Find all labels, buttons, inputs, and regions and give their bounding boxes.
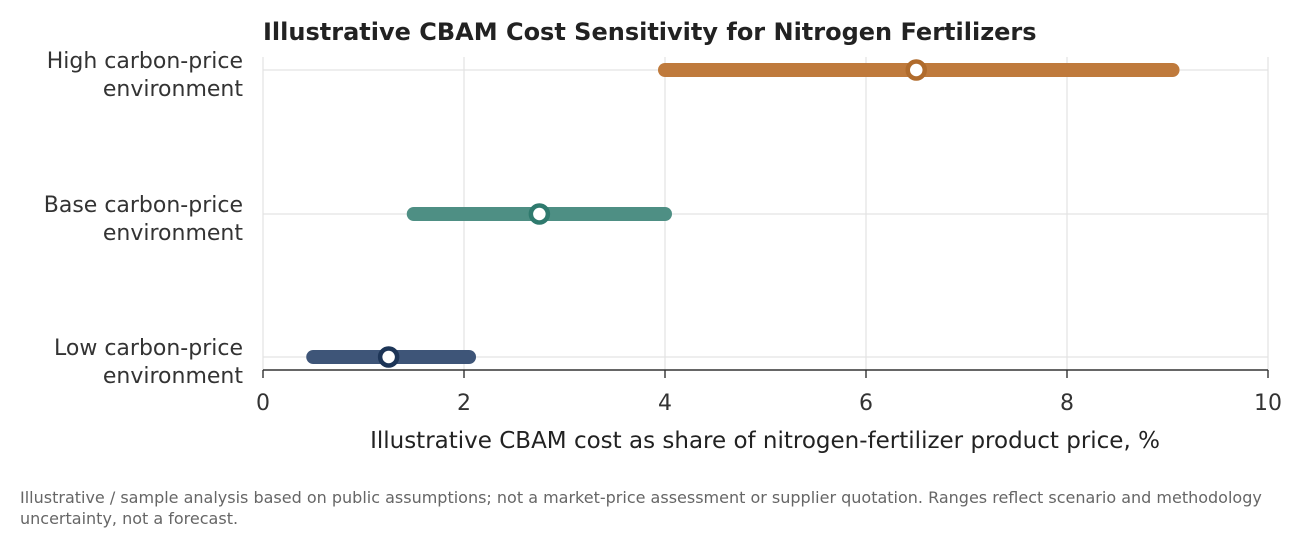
x-tick-label-0: 0 xyxy=(256,391,270,416)
midpoint-marker-2 xyxy=(377,346,400,368)
y-label-line2-0: environment xyxy=(103,77,243,102)
y-label-line2-1: environment xyxy=(103,221,243,246)
y-label-line1-2: Low carbon-price xyxy=(54,336,243,361)
y-label-line1-1: Base carbon-price xyxy=(44,193,243,218)
y-axis-labels: High carbon-price environment Base carbon-… xyxy=(44,49,244,389)
y-label-line1-0: High carbon-price xyxy=(47,49,243,74)
midpoint-marker-0 xyxy=(905,59,927,81)
x-tick-label-2: 4 xyxy=(658,391,672,416)
x-axis-ticks: 0 2 4 6 8 10 xyxy=(256,370,1282,416)
ranges xyxy=(306,59,1180,368)
x-tick-label-1: 2 xyxy=(457,391,471,416)
x-tick-label-4: 8 xyxy=(1060,391,1074,416)
x-axis-label: Illustrative CBAM cost as share of nitro… xyxy=(370,428,1160,454)
x-tick-label-5: 10 xyxy=(1254,391,1282,416)
x-tick-label-3: 6 xyxy=(859,391,873,416)
y-label-line2-2: environment xyxy=(103,364,243,389)
midpoint-marker-1 xyxy=(528,203,551,225)
chart-title: Illustrative CBAM Cost Sensitivity for N… xyxy=(263,18,1037,46)
footnote: Illustrative / sample analysis based on … xyxy=(20,488,1262,528)
